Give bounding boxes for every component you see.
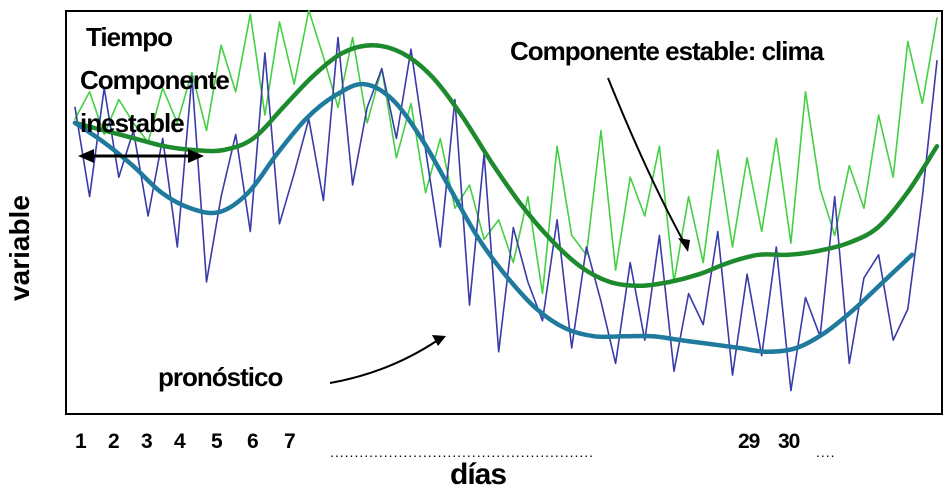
x-tick-7: 7 (284, 430, 296, 453)
x-tick-29: 29 (738, 430, 760, 453)
climate-annotation-pointer (607, 77, 690, 252)
tiempo-label: Tiempo (86, 22, 173, 52)
series-line-forecast-smooth (72, 81, 915, 355)
stable-component-label: Componente estable: clima (510, 36, 824, 66)
x-tick-4: 4 (174, 430, 186, 453)
x-tick-3: 3 (141, 430, 153, 453)
y-axis-label: variable (4, 195, 35, 301)
unstable-component-label-2: inestable (80, 108, 185, 138)
x-tick-1: 1 (75, 430, 87, 453)
time-span-arrow (78, 149, 204, 163)
series-layer (72, 9, 940, 392)
x-tick-6: 6 (247, 430, 259, 453)
x-tick-ellipsis: ........................................… (330, 444, 595, 460)
forecast-annotation-pointer (329, 335, 446, 384)
forecast-label: pronóstico (158, 362, 283, 392)
series-line-climate-smooth (72, 43, 940, 289)
x-axis-label: días (450, 458, 507, 491)
x-tick-5: 5 (211, 430, 223, 453)
x-tick-30: 30 (778, 430, 800, 453)
series-line-climate-noisy (74, 9, 938, 295)
unstable-component-label-1: Componente (80, 65, 230, 95)
x-tick-tail: .... (816, 444, 836, 460)
x-tick-2: 2 (108, 430, 120, 453)
